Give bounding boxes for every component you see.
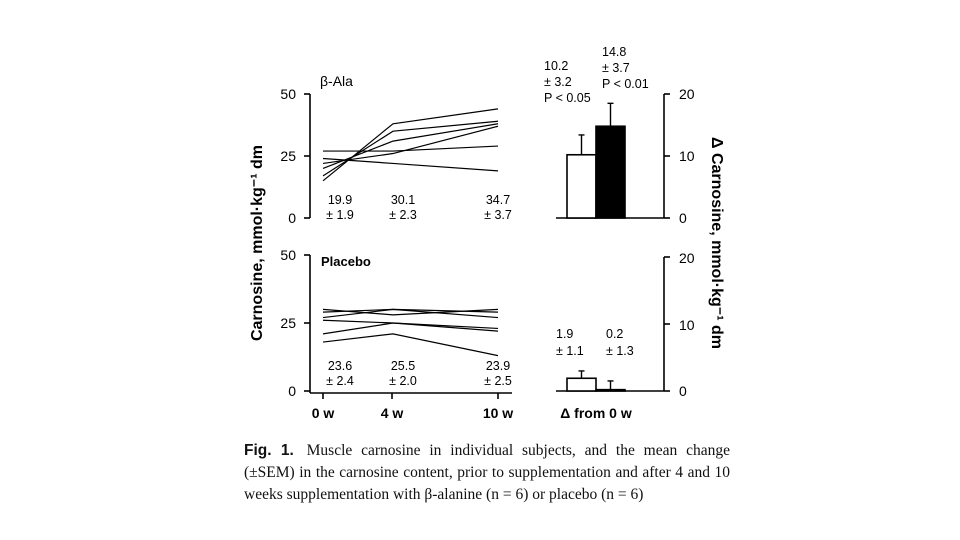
y-tick-label: 20 <box>679 86 695 102</box>
subject-line <box>322 120 499 177</box>
bar-sem-label: ± 1.3 <box>606 344 634 358</box>
x-tick-label: 10 w <box>483 405 513 421</box>
y-tick-label: 25 <box>280 148 296 164</box>
sem-label: ± 1.9 <box>326 208 354 222</box>
panel-delta-beta-ala: 20 10 0 10.2 ± 3.2 P < 0.05 14.8 ± 3.7 P… <box>544 45 695 226</box>
y-tick-label: 0 <box>288 210 296 226</box>
y-axis-label-left: Carnosine, mmol·kg⁻¹ dm <box>249 145 266 341</box>
panel-delta-placebo: 20 10 0 1.9 ± 1.1 0.2 ± 1.3 Δ from 0 w <box>556 250 695 421</box>
bar-sem-label: ± 3.7 <box>602 61 630 75</box>
figure-canvas: 50 25 0 β-Ala 19.9 ± 1.9 30.1 ± 2.3 34.7… <box>249 45 725 421</box>
figure-caption: Fig. 1. Muscle carnosine in individual s… <box>244 440 730 506</box>
subject-line <box>322 333 499 357</box>
subject-line <box>322 157 499 172</box>
y-axis-label-right: Δ Carnosine, mmol·kg⁻¹ dm <box>708 137 725 349</box>
y-tick-label: 10 <box>679 148 695 164</box>
x-axis-label: Δ from 0 w <box>560 405 632 421</box>
bar-mean-label: 0.2 <box>606 327 623 341</box>
bar <box>566 377 597 392</box>
mean-label: 25.5 <box>391 359 415 373</box>
bar <box>566 153 597 219</box>
error-bar <box>607 102 614 127</box>
subject-line <box>322 123 499 169</box>
caption-label: Fig. 1. <box>244 442 294 459</box>
y-tick-label: 0 <box>679 383 687 399</box>
y-tick-label: 25 <box>280 315 296 331</box>
panel-title: Placebo <box>321 254 371 269</box>
panel-beta-ala: 50 25 0 β-Ala 19.9 ± 1.9 30.1 ± 2.3 34.7… <box>280 73 511 226</box>
sem-label: ± 2.0 <box>389 374 417 388</box>
caption-text: Muscle carnosine in individual subjects,… <box>244 442 730 503</box>
subject-line <box>322 308 499 319</box>
y-tick-label: 50 <box>280 86 296 102</box>
sem-label: ± 2.4 <box>326 374 354 388</box>
bar-sem-label: ± 3.2 <box>544 75 572 89</box>
sem-label: ± 3.7 <box>484 208 512 222</box>
mean-label: 23.9 <box>486 359 510 373</box>
bar-mean-label: 10.2 <box>544 59 568 73</box>
sem-label: ± 2.5 <box>484 374 512 388</box>
y-tick-label: 50 <box>280 247 296 263</box>
bar-p-label: P < 0.01 <box>602 77 649 91</box>
subject-line <box>323 145 499 152</box>
x-tick-label: 4 w <box>381 405 404 421</box>
bar-mean-label: 1.9 <box>556 327 573 341</box>
mean-label: 19.9 <box>328 193 352 207</box>
y-tick-label: 20 <box>679 250 695 266</box>
sem-label: ± 2.3 <box>389 208 417 222</box>
error-bar <box>578 370 585 379</box>
y-tick-label: 0 <box>679 210 687 226</box>
bar <box>595 388 626 392</box>
mean-label: 30.1 <box>391 193 415 207</box>
subject-line <box>322 322 499 335</box>
y-tick-label: 0 <box>288 383 296 399</box>
subject-line <box>322 108 499 182</box>
bar-p-label: P < 0.05 <box>544 91 591 105</box>
error-bar <box>578 134 585 155</box>
panel-placebo: 50 25 0 Placebo 23.6 ± 2.4 25.5 ± 2.0 23… <box>280 247 513 421</box>
bar <box>595 125 626 219</box>
bar-sem-label: ± 1.1 <box>556 344 584 358</box>
error-bar <box>607 380 614 390</box>
x-tick-label: 0 w <box>312 405 335 421</box>
y-tick-label: 10 <box>679 317 695 333</box>
bar-mean-label: 14.8 <box>602 45 626 59</box>
mean-label: 23.6 <box>328 359 352 373</box>
mean-label: 34.7 <box>486 193 510 207</box>
panel-title: β-Ala <box>320 73 353 89</box>
